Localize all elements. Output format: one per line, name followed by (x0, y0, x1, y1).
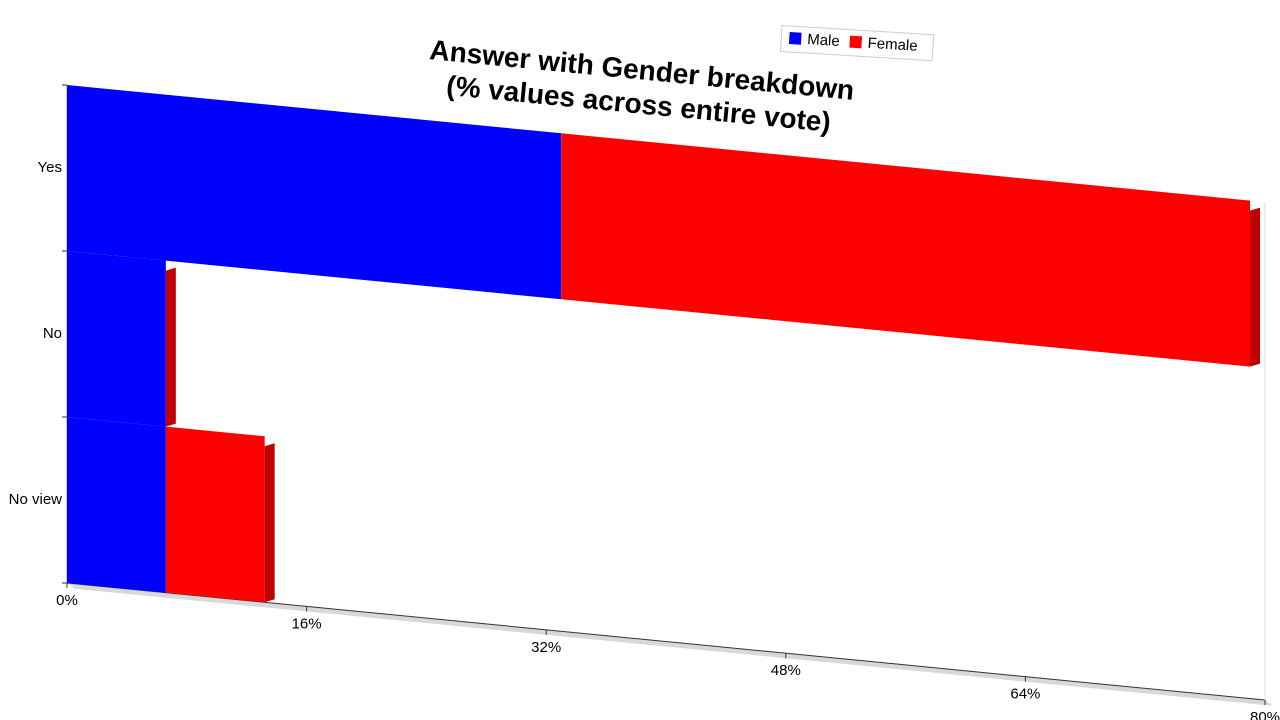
legend-swatch (849, 35, 863, 49)
legend-swatch (788, 31, 802, 45)
bar-end-face (1250, 207, 1261, 367)
x-tick-label: 0% (56, 592, 78, 609)
bar-top (67, 251, 166, 266)
bar-top (67, 417, 166, 432)
bar-end-face (264, 443, 275, 603)
bar-segment (561, 133, 1251, 367)
bar-top (67, 85, 562, 139)
legend: Male Female (779, 24, 935, 62)
bar-segment (67, 417, 166, 593)
bar-end-face (165, 267, 176, 427)
axis-floor (67, 583, 1273, 706)
y-tick-label: No view (9, 491, 63, 508)
y-tick-label: No (43, 325, 62, 342)
x-tick-label: 64% (1010, 686, 1040, 703)
y-tick-label: Yes (38, 159, 62, 176)
bar-top (561, 133, 1251, 206)
x-axis (66, 582, 1266, 701)
x-tick-label: 16% (292, 615, 322, 632)
x-tick-label: 32% (531, 639, 561, 656)
bar-top (165, 426, 265, 442)
legend-label: Male (807, 31, 840, 50)
x-tick-label: 48% (771, 662, 801, 679)
x-tick-label: 80% (1250, 709, 1280, 720)
legend-label: Female (867, 35, 918, 55)
bar-segment (165, 426, 265, 603)
bar-segment (67, 85, 562, 300)
bar-segment (67, 251, 166, 427)
